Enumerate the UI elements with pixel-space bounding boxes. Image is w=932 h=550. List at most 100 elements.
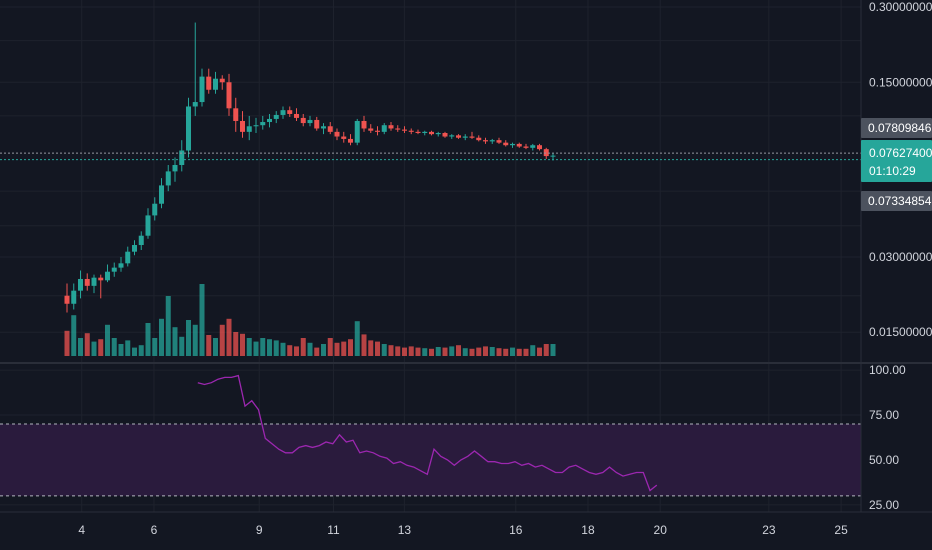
- time-axis[interactable]: 4 6 9 11 13 16 18 20 23 25: [78, 523, 848, 537]
- candle: [341, 131, 347, 143]
- candle: [314, 116, 320, 131]
- candle: [172, 157, 178, 182]
- volume-bar: [192, 324, 198, 356]
- volume-bar: [165, 296, 171, 356]
- volume-bar: [307, 342, 313, 356]
- volume-bar: [91, 341, 97, 356]
- volume-bar: [300, 338, 306, 356]
- candle: [510, 142, 515, 148]
- volume-bar: [287, 345, 293, 356]
- candle: [496, 137, 502, 144]
- low-price-label: 0.07334854: [861, 191, 932, 211]
- candle: [408, 128, 414, 135]
- volume-bar: [516, 348, 522, 356]
- candle: [152, 197, 158, 221]
- volume-bar: [321, 344, 326, 356]
- volume-bars: [64, 284, 556, 356]
- volume-bar: [118, 344, 124, 356]
- candle: [543, 147, 549, 159]
- rsi-line: [197, 374, 658, 492]
- volume-bar: [408, 346, 414, 356]
- candle: [483, 137, 488, 144]
- time-axis-label: 23: [762, 523, 776, 537]
- candle: [98, 274, 104, 299]
- volume-bar: [489, 347, 495, 356]
- candle: [429, 130, 434, 136]
- candle: [537, 143, 542, 151]
- price-axis[interactable]: 0.30000000 0.15000000 0.03000000 0.01500000: [869, 0, 932, 339]
- volume-bar: [550, 344, 556, 356]
- candle: [145, 208, 151, 239]
- rsi-axis-label: 100.00: [869, 363, 906, 377]
- candle: [287, 106, 293, 117]
- volume-bar: [219, 324, 225, 356]
- candle: [321, 123, 326, 135]
- volume-bar: [172, 327, 178, 356]
- time-axis-label: 25: [834, 523, 848, 537]
- candle: [368, 124, 374, 133]
- time-axis-label: 6: [151, 523, 158, 537]
- price-axis-label: 0.30000000: [869, 0, 932, 14]
- time-axis-label: 4: [78, 523, 85, 537]
- candle: [159, 178, 164, 209]
- candle: [273, 111, 279, 124]
- candle: [354, 118, 360, 146]
- volume-bar: [435, 347, 441, 356]
- candle: [199, 68, 205, 107]
- rsi-axis[interactable]: 100.00 75.00 50.00 25.00: [869, 363, 906, 512]
- volume-bar: [402, 347, 407, 356]
- high-price-value: 0.07809846: [868, 121, 932, 135]
- high-price-label: 0.07809846: [861, 118, 932, 138]
- volume-bar: [483, 346, 488, 356]
- candle: [402, 126, 407, 133]
- price-lines: [0, 152, 861, 161]
- rsi-axis-label: 25.00: [869, 498, 899, 512]
- volume-bar: [260, 338, 266, 356]
- candle: [132, 240, 137, 256]
- last-price-label: 0.07627400 01:10:29: [861, 140, 932, 182]
- volume-bar: [233, 332, 239, 356]
- candle: [246, 115, 252, 141]
- price-axis-label: 0.03000000: [869, 250, 932, 264]
- candle: [516, 142, 522, 148]
- candle: [240, 111, 245, 138]
- candle: [213, 71, 218, 94]
- candle: [84, 273, 90, 291]
- candle: [78, 270, 83, 299]
- time-axis-label: 18: [581, 523, 595, 537]
- volume-bar: [111, 338, 117, 356]
- candle: [327, 122, 333, 135]
- rsi-axis-label: 75.00: [869, 408, 899, 422]
- candle: [226, 73, 232, 116]
- candle: [388, 122, 394, 131]
- candle: [395, 125, 401, 132]
- volume-bar: [334, 342, 340, 356]
- volume-bar: [348, 339, 353, 356]
- volume-bar: [273, 340, 279, 356]
- volume-bar: [395, 346, 401, 356]
- volume-bar: [138, 345, 144, 356]
- candle: [456, 134, 461, 139]
- candle: [186, 97, 191, 158]
- candle: [442, 131, 448, 138]
- volume-bar: [125, 340, 131, 356]
- volume-bar: [537, 347, 542, 356]
- volume-bar: [145, 323, 151, 356]
- candle: [179, 140, 185, 172]
- volume-bar: [64, 330, 70, 356]
- volume-bar: [462, 348, 468, 356]
- candle: [192, 22, 198, 116]
- volume-bar: [327, 338, 333, 356]
- candle: [503, 140, 509, 147]
- volume-bar: [226, 318, 232, 356]
- time-axis-label: 9: [256, 523, 263, 537]
- candle: [334, 128, 340, 141]
- volume-bar: [422, 348, 428, 356]
- price-axis-label: 0.01500000: [869, 325, 932, 339]
- volume-bar: [503, 348, 509, 356]
- volume-bar: [240, 333, 245, 356]
- volume-bar: [449, 346, 455, 356]
- volume-bar: [314, 347, 320, 356]
- volume-bar: [375, 341, 380, 356]
